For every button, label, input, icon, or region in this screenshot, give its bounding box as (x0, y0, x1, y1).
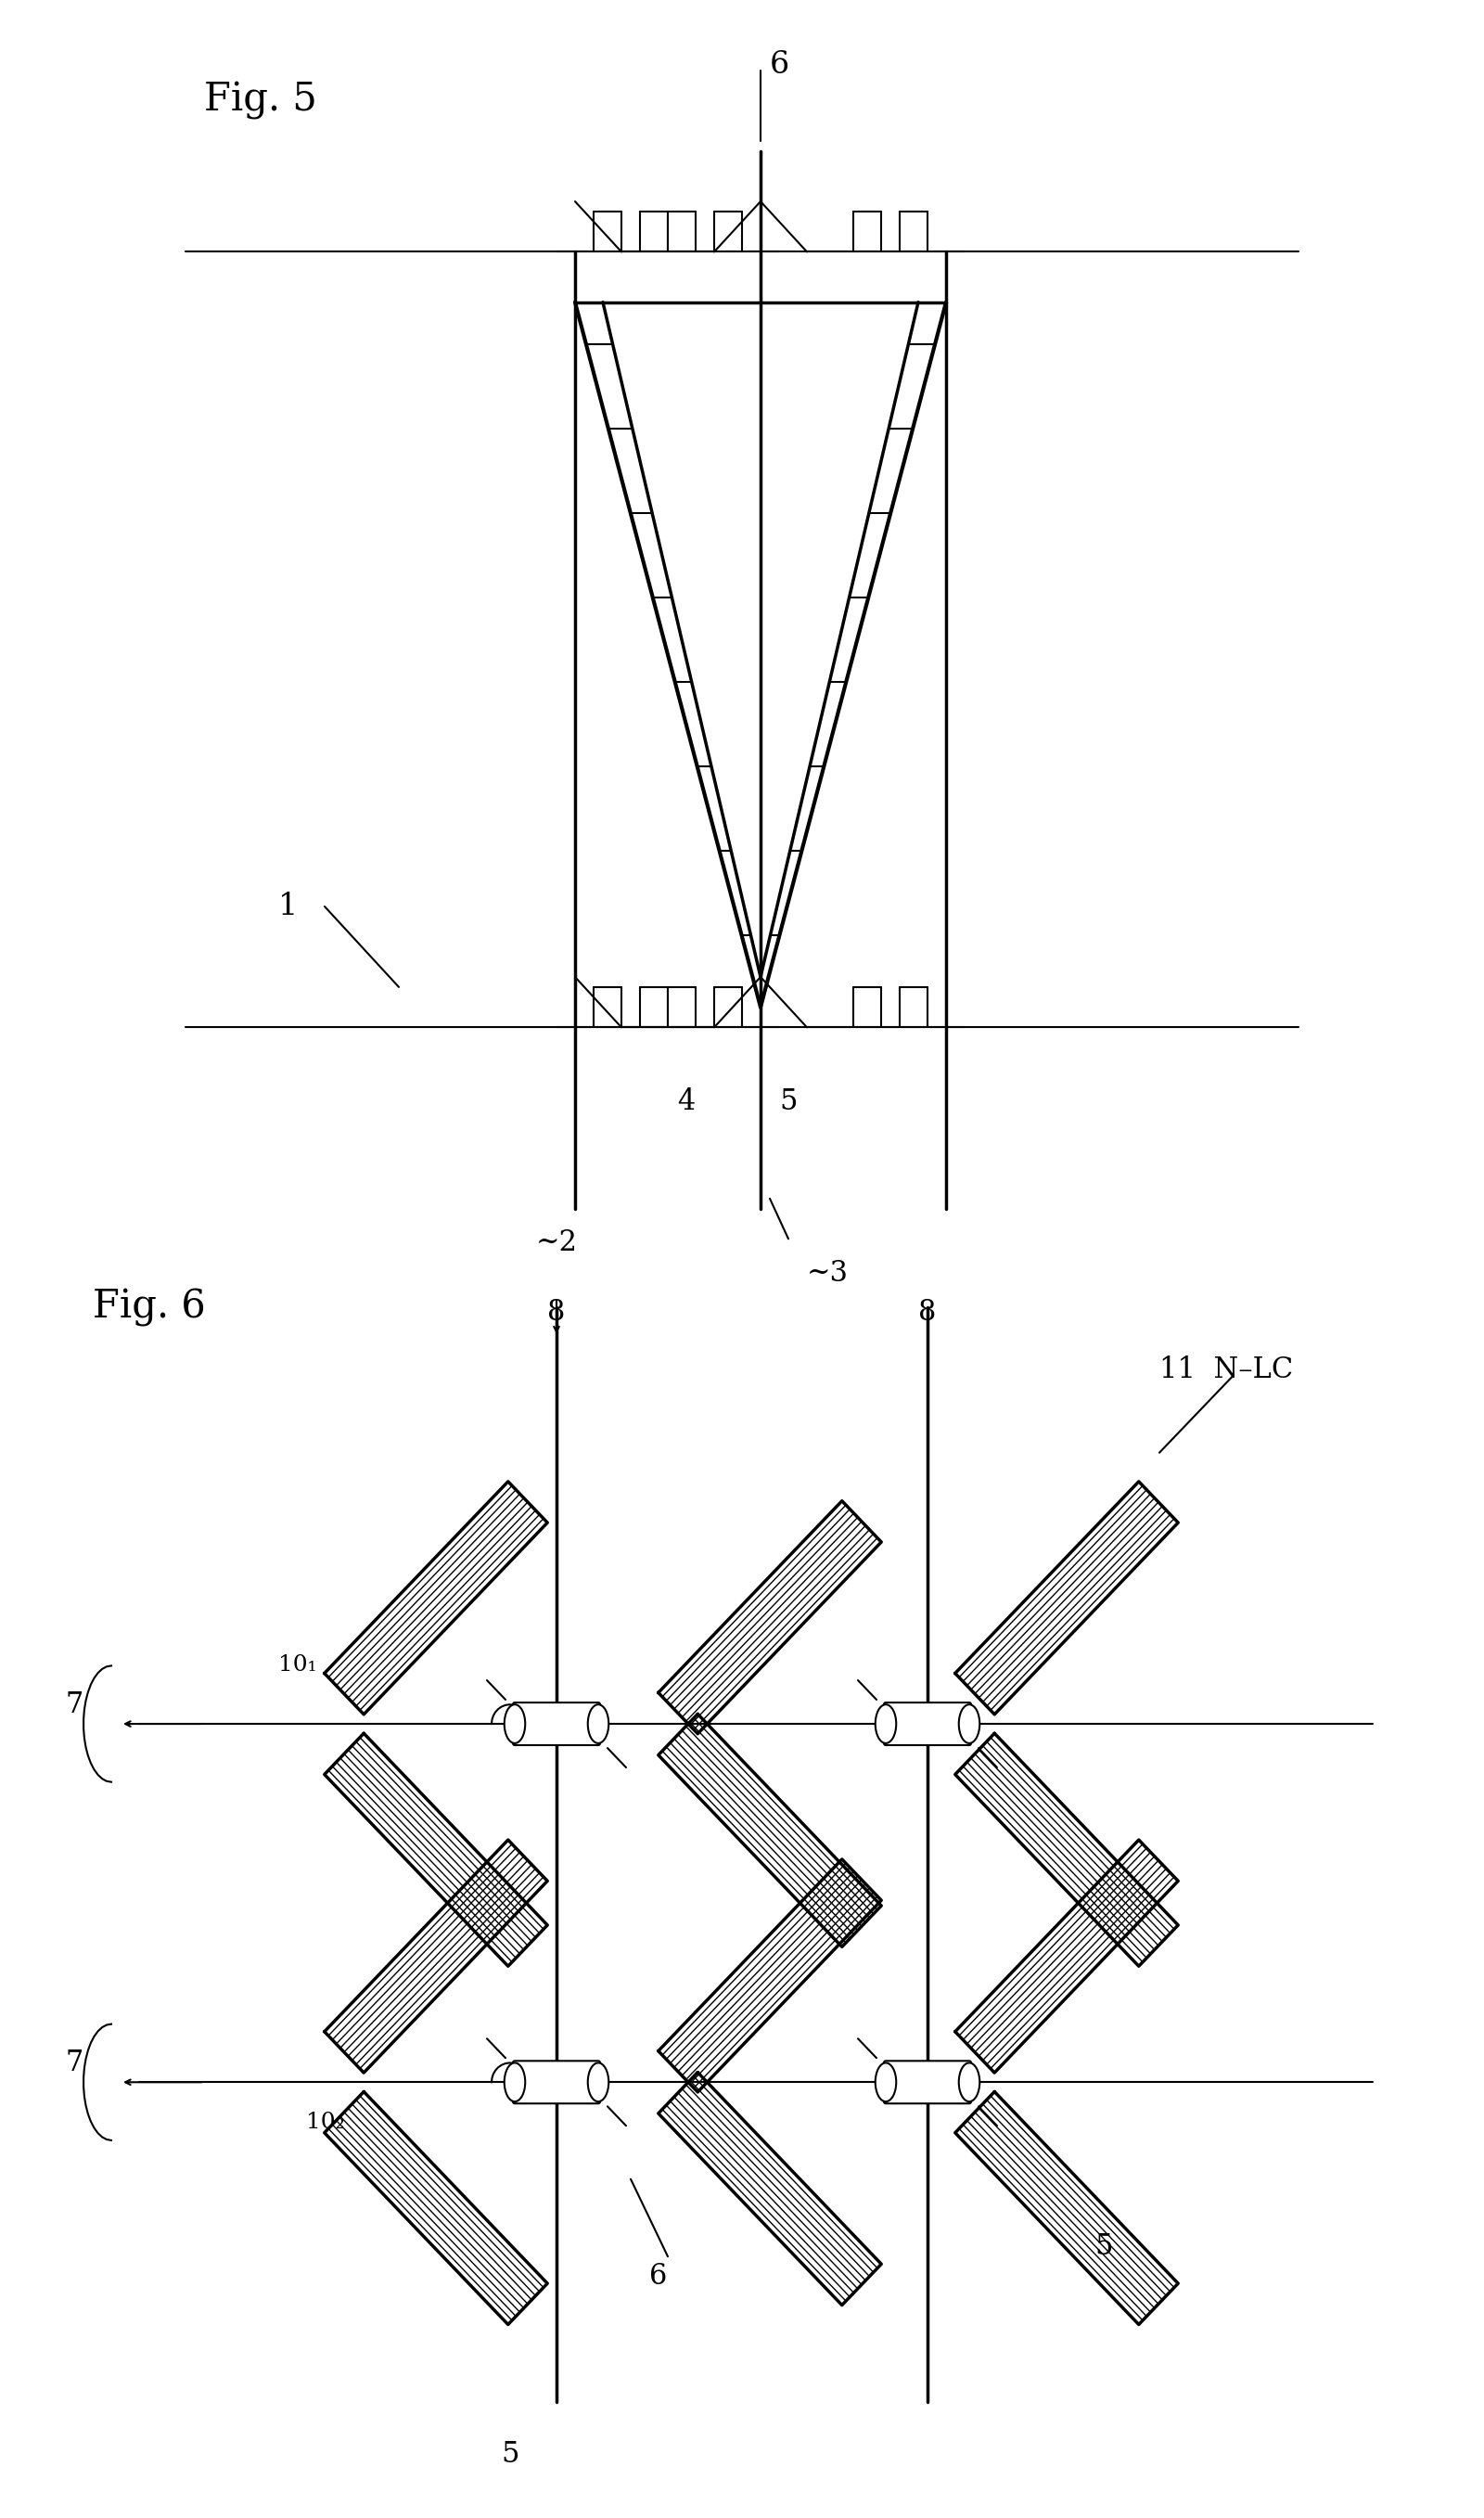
Ellipse shape (959, 1705, 979, 1742)
Text: ~2: ~2 (536, 1229, 577, 1256)
Text: 5: 5 (502, 2440, 519, 2470)
Text: ~3: ~3 (807, 1259, 849, 1287)
Ellipse shape (505, 2062, 525, 2103)
Text: 8: 8 (548, 1297, 565, 1327)
Text: 4: 4 (677, 1088, 696, 1115)
Ellipse shape (876, 2062, 896, 2103)
Text: 7: 7 (65, 2050, 83, 2077)
Text: 6: 6 (769, 50, 789, 81)
Text: 10₂: 10₂ (306, 2110, 344, 2133)
FancyBboxPatch shape (884, 1702, 971, 1745)
Text: 1: 1 (279, 891, 298, 922)
Ellipse shape (959, 2062, 979, 2103)
Text: Fig. 5: Fig. 5 (205, 81, 318, 118)
Text: 5: 5 (779, 1088, 797, 1115)
Text: Fig. 6: Fig. 6 (92, 1289, 206, 1327)
Text: 8: 8 (919, 1297, 936, 1327)
Text: 5: 5 (1095, 2233, 1113, 2261)
Text: 7: 7 (65, 1690, 83, 1720)
FancyBboxPatch shape (513, 1702, 600, 1745)
Ellipse shape (876, 1705, 896, 1742)
Text: 10₁: 10₁ (279, 1654, 318, 1674)
Text: 11  N–LC: 11 N–LC (1159, 1355, 1293, 1385)
FancyBboxPatch shape (513, 2060, 600, 2103)
FancyBboxPatch shape (884, 2060, 971, 2103)
Text: 6: 6 (650, 2261, 668, 2291)
Ellipse shape (505, 1705, 525, 1742)
Ellipse shape (588, 1705, 608, 1742)
Ellipse shape (588, 2062, 608, 2103)
